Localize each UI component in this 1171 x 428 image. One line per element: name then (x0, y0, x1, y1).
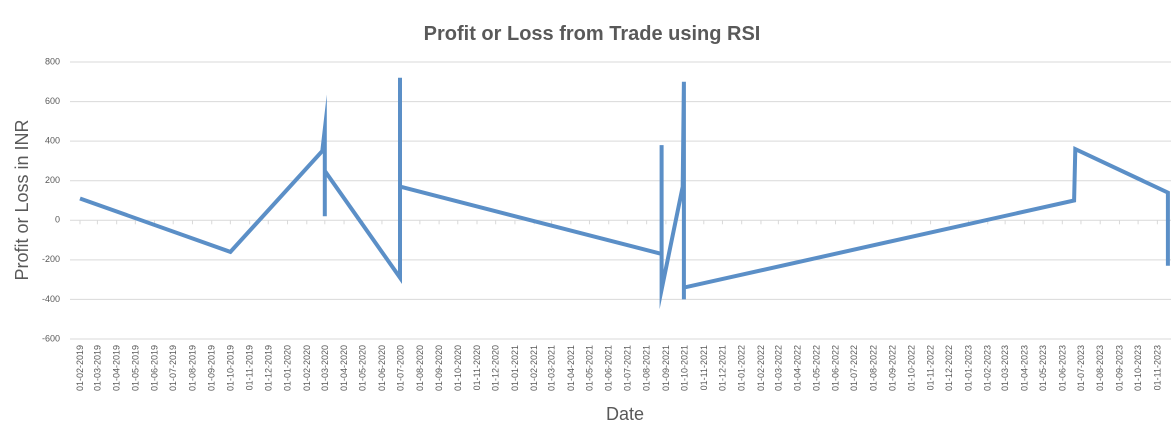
x-tick-label: 01-04-2022 (793, 345, 803, 391)
x-tick-label: 01-10-2022 (906, 345, 916, 391)
x-tick-label: 01-10-2020 (453, 345, 463, 391)
x-tick-label: 01-05-2022 (811, 345, 821, 391)
x-tick-label: 01-11-2023 (1152, 345, 1162, 390)
x-tick-label: 01-04-2023 (1019, 345, 1029, 391)
x-tick-label: 01-05-2019 (130, 345, 140, 391)
x-tick-label: 01-08-2022 (868, 345, 878, 391)
x-tick-label: 01-02-2021 (529, 345, 539, 391)
y-tick-label: 200 (45, 175, 60, 185)
x-tick-label: 01-12-2020 (491, 345, 501, 391)
x-tick-label: 01-03-2019 (92, 345, 102, 391)
x-tick-label: 01-09-2019 (207, 345, 217, 391)
x-tick-label: 01-09-2020 (434, 345, 444, 391)
x-tick-label: 01-01-2021 (510, 345, 520, 391)
x-tick-label: 01-10-2023 (1133, 345, 1143, 391)
x-tick-label: 01-04-2020 (339, 345, 349, 391)
x-tick-label: 01-12-2022 (944, 345, 954, 391)
x-tick-label: 01-08-2021 (642, 345, 652, 391)
x-tick-label: 01-09-2023 (1114, 345, 1124, 391)
x-tick-label: 01-11-2022 (926, 345, 936, 390)
x-tick-label: 01-06-2022 (831, 345, 841, 391)
x-tick-label: 01-07-2023 (1076, 345, 1086, 391)
x-tick-label: 01-07-2022 (849, 345, 859, 391)
x-tick-label: 01-11-2021 (699, 345, 709, 390)
x-axis-title: Date (606, 404, 644, 424)
x-tick-label: 01-02-2023 (983, 345, 993, 391)
x-tick-label: 01-09-2022 (888, 345, 898, 391)
x-tick-label: 01-02-2022 (756, 345, 766, 391)
x-tick-label: 01-05-2023 (1038, 345, 1048, 391)
x-tick-label: 01-03-2021 (547, 345, 557, 391)
x-tick-label: 01-10-2019 (225, 345, 235, 391)
x-tick-label: 01-02-2020 (302, 345, 312, 391)
y-axis-title: Profit or Loss in INR (12, 119, 32, 280)
x-tick-label: 01-01-2023 (963, 345, 973, 391)
y-tick-label: 400 (45, 136, 60, 146)
y-tick-label: 800 (45, 56, 60, 66)
x-tick-label: 01-06-2021 (604, 345, 614, 391)
x-tick-label: 01-03-2023 (1000, 345, 1010, 391)
x-tick-label: 01-08-2023 (1095, 345, 1105, 391)
x-tick-label: 01-08-2020 (415, 345, 425, 391)
x-tick-label: 01-11-2019 (245, 345, 255, 390)
x-tick-label: 01-03-2022 (773, 345, 783, 391)
x-tick-label: 01-05-2021 (584, 345, 594, 391)
y-tick-label: -400 (42, 294, 60, 304)
x-tick-label: 01-01-2022 (737, 345, 747, 391)
x-tick-label: 01-04-2019 (112, 345, 122, 391)
y-tick-label: 0 (55, 215, 60, 225)
x-tick-label: 01-01-2020 (283, 345, 293, 391)
x-tick-label: 01-06-2020 (377, 345, 387, 391)
x-tick-label: 01-11-2020 (472, 345, 482, 390)
x-tick-label: 01-03-2020 (320, 345, 330, 391)
x-tick-label: 01-06-2023 (1057, 345, 1067, 391)
x-tick-label: 01-07-2021 (622, 345, 632, 391)
y-tick-label: -200 (42, 254, 60, 264)
x-tick-label: 01-04-2021 (566, 345, 576, 391)
x-tick-label: 01-07-2019 (168, 345, 178, 391)
x-tick-label: 01-12-2019 (263, 345, 273, 391)
y-tick-label: -600 (42, 333, 60, 343)
x-tick-label: 01-07-2020 (396, 345, 406, 391)
y-tick-label: 600 (45, 96, 60, 106)
x-tick-label: 01-10-2021 (680, 345, 690, 391)
chart-title: Profit or Loss from Trade using RSI (424, 23, 761, 45)
x-tick-label: 01-08-2019 (187, 345, 197, 391)
x-tick-label: 01-02-2019 (75, 345, 85, 391)
x-tick-label: 01-12-2021 (717, 345, 727, 391)
x-tick-label: 01-09-2021 (661, 345, 671, 391)
x-tick-label: 01-06-2019 (150, 345, 160, 391)
series-line (79, 77, 1170, 310)
x-tick-label: 01-05-2020 (358, 345, 368, 391)
